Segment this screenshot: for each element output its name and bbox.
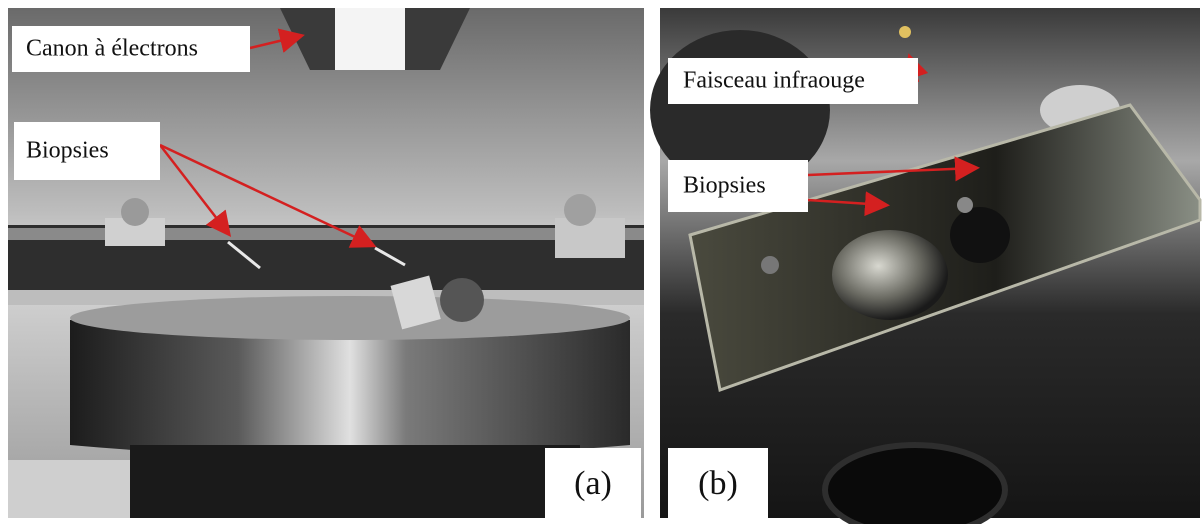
label: Biopsies <box>26 138 109 164</box>
tag-box <box>545 448 641 518</box>
arrows <box>159 28 980 248</box>
panel-tag: (b) <box>698 465 738 502</box>
label-box <box>668 160 808 212</box>
photo-a <box>8 8 644 518</box>
photo-b <box>650 8 1202 524</box>
label-box <box>668 58 918 104</box>
label: Biopsies <box>683 173 766 199</box>
label-box <box>12 26 250 72</box>
tag-box <box>668 448 768 518</box>
label: Faisceau infraouge <box>683 68 865 94</box>
label-box <box>14 122 160 180</box>
panel-tag: (a) <box>574 465 612 502</box>
label: Canon à électrons <box>26 36 198 62</box>
